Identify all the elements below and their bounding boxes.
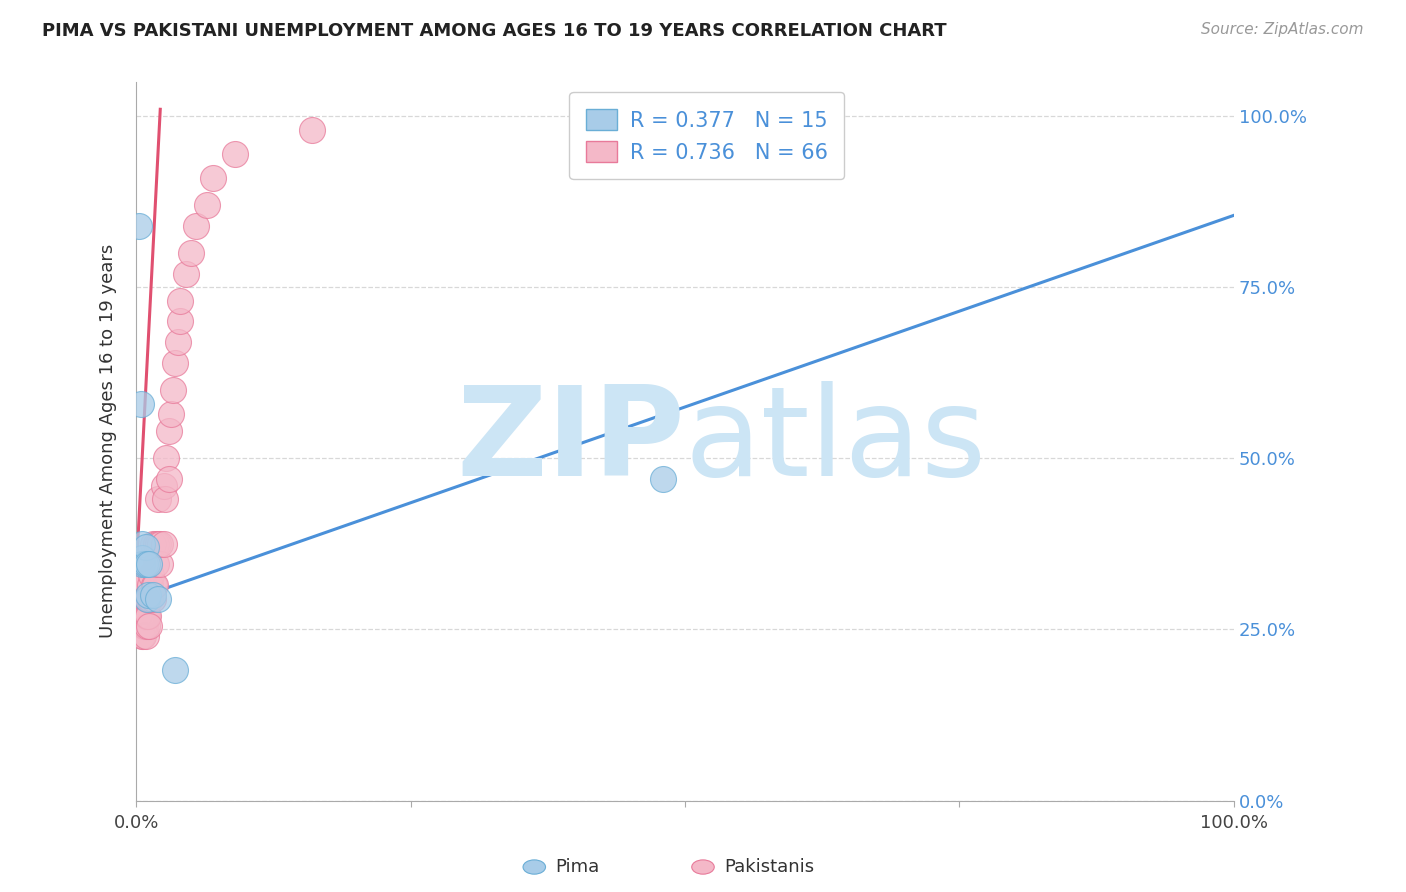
- Point: [127, 591, 149, 606]
- Point: [127, 608, 149, 623]
- Text: PIMA VS PAKISTANI UNEMPLOYMENT AMONG AGES 16 TO 19 YEARS CORRELATION CHART: PIMA VS PAKISTANI UNEMPLOYMENT AMONG AGE…: [42, 22, 946, 40]
- Point: [131, 550, 153, 565]
- Text: Pima: Pima: [555, 858, 599, 876]
- Point: [152, 478, 174, 492]
- Point: [169, 314, 191, 328]
- Point: [155, 451, 177, 466]
- Text: ZIP: ZIP: [456, 381, 685, 501]
- Point: [143, 578, 166, 592]
- Point: [129, 591, 152, 606]
- Legend: R = 0.377   N = 15, R = 0.736   N = 66: R = 0.377 N = 15, R = 0.736 N = 66: [569, 92, 845, 179]
- Point: [128, 608, 150, 623]
- Point: [128, 578, 150, 592]
- Point: [129, 396, 152, 410]
- Point: [149, 558, 172, 572]
- Point: [652, 472, 675, 486]
- Point: [146, 591, 169, 606]
- Point: [146, 492, 169, 507]
- Point: [136, 608, 159, 623]
- Point: [145, 537, 167, 551]
- Point: [163, 664, 186, 678]
- Point: [139, 591, 162, 606]
- Point: [201, 170, 224, 185]
- Point: [136, 608, 159, 623]
- Point: [152, 537, 174, 551]
- Point: [146, 537, 169, 551]
- Point: [136, 591, 159, 606]
- Point: [186, 219, 208, 233]
- Point: [301, 123, 323, 137]
- Point: [153, 492, 176, 507]
- Point: [135, 541, 157, 555]
- Point: [138, 619, 160, 633]
- Point: [160, 407, 183, 421]
- Point: [135, 629, 157, 643]
- Point: [131, 578, 153, 592]
- Point: [129, 578, 152, 592]
- Point: [134, 608, 156, 623]
- Point: [166, 334, 188, 349]
- Point: [131, 608, 153, 623]
- Point: [138, 591, 160, 606]
- Point: [142, 588, 165, 602]
- Point: [129, 608, 152, 623]
- Point: [131, 591, 153, 606]
- Point: [136, 588, 159, 602]
- Point: [142, 578, 165, 592]
- Point: [134, 619, 156, 633]
- Point: [163, 355, 186, 369]
- Point: [197, 198, 219, 212]
- Point: [134, 558, 156, 572]
- Text: Pakistanis: Pakistanis: [724, 858, 814, 876]
- Point: [138, 558, 160, 572]
- Point: [132, 619, 155, 633]
- Text: atlas: atlas: [685, 381, 987, 501]
- Point: [169, 293, 191, 308]
- Point: [127, 578, 149, 592]
- Point: [135, 608, 157, 623]
- Point: [136, 591, 159, 606]
- Point: [128, 219, 150, 233]
- Point: [145, 558, 167, 572]
- Point: [131, 629, 153, 643]
- Point: [132, 578, 155, 592]
- Point: [131, 591, 153, 606]
- Point: [132, 591, 155, 606]
- Point: [157, 472, 180, 486]
- Point: [131, 578, 153, 592]
- Point: [142, 591, 165, 606]
- Point: [136, 558, 159, 572]
- Point: [131, 608, 153, 623]
- Point: [134, 591, 156, 606]
- Y-axis label: Unemployment Among Ages 16 to 19 years: Unemployment Among Ages 16 to 19 years: [100, 244, 117, 639]
- Point: [136, 591, 159, 606]
- Point: [180, 246, 202, 260]
- Text: Source: ZipAtlas.com: Source: ZipAtlas.com: [1201, 22, 1364, 37]
- Point: [174, 267, 197, 281]
- Point: [142, 537, 165, 551]
- Point: [224, 146, 246, 161]
- Point: [128, 591, 150, 606]
- Point: [135, 591, 157, 606]
- Point: [139, 578, 162, 592]
- Point: [141, 567, 163, 582]
- Point: [131, 558, 153, 572]
- Point: [136, 619, 159, 633]
- Point: [162, 383, 184, 397]
- Point: [157, 424, 180, 438]
- Point: [132, 608, 155, 623]
- Point: [131, 629, 153, 643]
- Point: [149, 537, 172, 551]
- Point: [131, 537, 153, 551]
